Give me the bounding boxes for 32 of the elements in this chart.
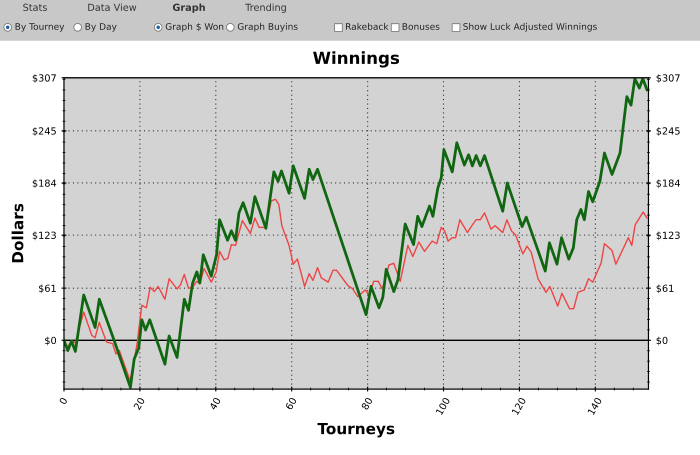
text: By Tourney (16, 23, 64, 32)
x-tick-label: 40 (209, 396, 222, 410)
y-tick-label: $0 (45, 336, 56, 346)
text: Rakeback (346, 22, 389, 30)
y2-tick-label: $245 (656, 127, 680, 136)
y-tick-label: $61 (38, 284, 56, 294)
line-series (64, 78, 648, 389)
y-tick-label: $184 (32, 179, 56, 188)
text: Trending (245, 3, 286, 13)
x-axis-title: Tourneys (318, 423, 394, 438)
y2-tick-label: $307 (656, 74, 680, 83)
y-tick-label: $307 (32, 74, 56, 83)
text: By Day (86, 23, 117, 32)
x-tick-label: 80 (360, 396, 373, 410)
text: Graph Buyins (238, 22, 298, 32)
x-tick-label: 0 (58, 396, 68, 405)
x-tick-label: 20 (133, 396, 146, 410)
text: Stats (23, 4, 47, 12)
text: Graph $ Won (166, 22, 224, 32)
text: Show Luck Adjusted Winnings (463, 22, 597, 32)
y-tick-label: $123 (32, 231, 56, 240)
y2-tick-label: $61 (656, 284, 674, 294)
x-tick-label: 60 (285, 396, 297, 410)
text: Bonuses (402, 23, 440, 30)
y2-tick-label: $184 (656, 179, 680, 188)
y-tick-label: $245 (32, 127, 56, 136)
text: Graph (172, 3, 205, 13)
y2-tick-label: $123 (656, 231, 680, 240)
y-axis-title: Dollars (12, 204, 24, 262)
text: Data View (88, 3, 136, 12)
y2-tick-label: $0 (656, 336, 668, 346)
chart-title: Winnings (313, 51, 400, 68)
